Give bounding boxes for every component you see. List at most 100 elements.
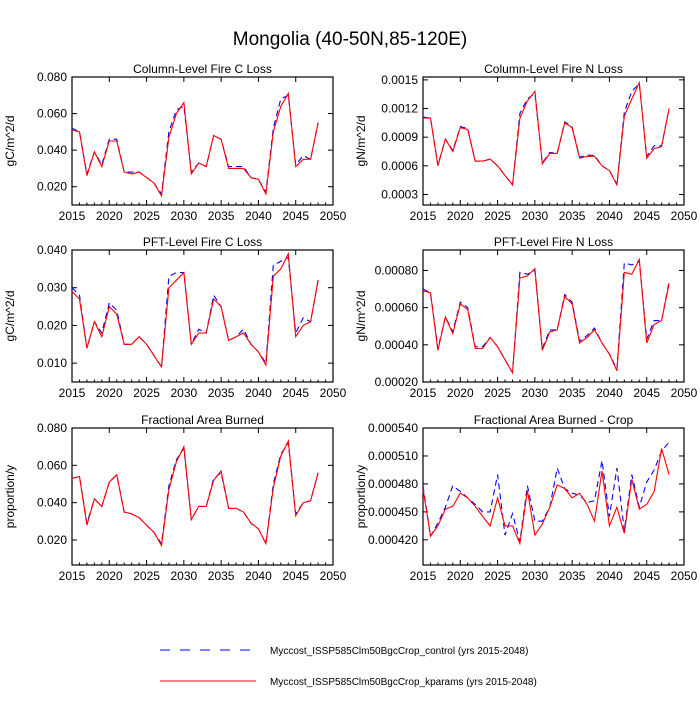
x-tick-label: 2050 xyxy=(320,569,347,583)
x-tick-label: 2035 xyxy=(208,386,235,400)
x-tick-label: 2030 xyxy=(522,209,549,223)
x-tick-label: 2040 xyxy=(596,386,623,400)
y-tick-label: 0.020 xyxy=(37,318,67,332)
panel-title: Column-Level Fire C Loss xyxy=(133,62,272,76)
x-tick-label: 2045 xyxy=(282,209,309,223)
y-tick-label: 0.030 xyxy=(37,281,67,295)
panel-title: PFT-Level Fire C Loss xyxy=(143,235,262,249)
y-tick-label: 0.040 xyxy=(37,496,67,510)
series-line-control xyxy=(422,441,670,542)
x-tick-label: 2025 xyxy=(133,209,160,223)
panel-title: Fractional Area Burned - Crop xyxy=(474,413,634,427)
y-tick-label: 0.000480 xyxy=(368,477,418,491)
plot-frame xyxy=(422,76,685,206)
y-tick-label: 0.060 xyxy=(37,458,67,472)
plot-frame xyxy=(71,249,334,383)
x-tick-label: 2020 xyxy=(447,569,474,583)
y-tick-label: 0.00020 xyxy=(375,375,419,389)
y-tick-label: 0.0009 xyxy=(381,130,418,144)
x-tick-label: 2040 xyxy=(245,209,272,223)
x-tick-label: 2025 xyxy=(484,569,511,583)
plot-frame xyxy=(71,427,334,566)
x-tick-label: 2050 xyxy=(320,209,347,223)
y-tick-label: 0.020 xyxy=(37,180,67,194)
plot-frame xyxy=(422,427,685,566)
x-tick-label: 2050 xyxy=(320,386,347,400)
x-tick-label: 2045 xyxy=(633,569,660,583)
panel-1: Column-Level Fire N Loss gN/m^2/d 2015 2020… xyxy=(354,62,698,223)
series-line-kparams xyxy=(71,251,319,369)
series-line-kparams xyxy=(71,91,319,198)
panel-0: Column-Level Fire C Loss gC/m^2/d 2015 2020… xyxy=(3,62,347,223)
y-axis-label: proportion/y xyxy=(354,465,368,528)
legend-kparams-label: Myccost_ISSP585Clm50BgcCrop_kparams (yrs… xyxy=(270,677,537,688)
y-axis-label: gC/m^2/d xyxy=(3,291,17,342)
panel-2: PFT-Level Fire C Loss gC/m^2/d 2015 2020 202… xyxy=(3,235,347,400)
x-tick-label: 2020 xyxy=(447,209,474,223)
x-tick-label: 2015 xyxy=(410,569,437,583)
x-tick-label: 2050 xyxy=(671,569,698,583)
x-tick-label: 2040 xyxy=(245,386,272,400)
y-tick-label: 0.060 xyxy=(37,107,67,121)
x-tick-label: 2015 xyxy=(59,209,86,223)
y-tick-label: 0.00040 xyxy=(375,338,419,352)
y-axis-label: gN/m^2/d xyxy=(354,291,368,342)
x-tick-label: 2020 xyxy=(96,386,123,400)
x-tick-label: 2035 xyxy=(208,209,235,223)
x-tick-label: 2045 xyxy=(282,569,309,583)
x-tick-label: 2015 xyxy=(410,386,437,400)
x-tick-label: 2040 xyxy=(245,569,272,583)
series-line-kparams xyxy=(422,448,670,546)
y-tick-label: 0.0006 xyxy=(381,159,418,173)
series-line-kparams xyxy=(71,439,319,548)
panel-3: PFT-Level Fire N Loss gN/m^2/d 2015 2020 202… xyxy=(354,235,698,400)
x-tick-label: 2035 xyxy=(559,386,586,400)
series-line-kparams xyxy=(423,80,670,187)
x-tick-label: 2025 xyxy=(133,569,160,583)
x-tick-label: 2050 xyxy=(671,386,698,400)
x-tick-label: 2050 xyxy=(671,209,698,223)
x-tick-label: 2015 xyxy=(59,569,86,583)
y-tick-label: 0.00080 xyxy=(375,263,419,277)
x-tick-label: 2035 xyxy=(559,209,586,223)
legend-control-label: Myccost_ISSP585Clm50BgcCrop_control (yrs… xyxy=(270,646,528,657)
x-tick-label: 2020 xyxy=(96,209,123,223)
panel-4: Fractional Area Burned proportion/y 2015 20… xyxy=(3,413,347,583)
panel-title: PFT-Level Fire N Loss xyxy=(494,235,613,249)
y-tick-label: 0.0003 xyxy=(381,187,418,201)
x-tick-label: 2015 xyxy=(410,209,437,223)
y-tick-label: 0.000540 xyxy=(368,421,418,435)
series-line-control xyxy=(71,94,319,196)
series-line-control xyxy=(422,260,670,375)
y-tick-label: 0.0015 xyxy=(381,73,418,87)
x-tick-label: 2045 xyxy=(633,386,660,400)
y-axis-label: proportion/y xyxy=(3,465,17,528)
x-tick-label: 2025 xyxy=(484,209,511,223)
x-tick-label: 2020 xyxy=(447,386,474,400)
y-tick-label: 0.00060 xyxy=(375,301,419,315)
x-tick-label: 2030 xyxy=(522,569,549,583)
plot-frame xyxy=(71,76,334,206)
y-tick-label: 0.020 xyxy=(37,533,67,547)
y-tick-label: 0.010 xyxy=(37,356,67,370)
y-tick-label: 0.000450 xyxy=(368,505,418,519)
y-tick-label: 0.040 xyxy=(37,243,67,257)
panel-title: Column-Level Fire N Loss xyxy=(484,62,623,76)
series-line-control xyxy=(71,441,319,546)
y-axis-label: gC/m^2/d xyxy=(3,116,17,167)
y-tick-label: 0.000510 xyxy=(368,449,418,463)
x-tick-label: 2035 xyxy=(208,569,235,583)
x-tick-label: 2030 xyxy=(171,209,198,223)
x-tick-label: 2020 xyxy=(96,569,123,583)
x-tick-label: 2045 xyxy=(282,386,309,400)
x-tick-label: 2025 xyxy=(484,386,511,400)
figure-title: Mongolia (40-50N,85-120E) xyxy=(233,29,467,50)
x-tick-label: 2025 xyxy=(133,386,160,400)
x-tick-label: 2040 xyxy=(596,209,623,223)
x-tick-label: 2030 xyxy=(171,569,198,583)
legend: Myccost_ISSP585Clm50BgcCrop_control (yrs… xyxy=(160,646,537,688)
panel-title: Fractional Area Burned xyxy=(141,413,264,427)
x-tick-label: 2030 xyxy=(522,386,549,400)
